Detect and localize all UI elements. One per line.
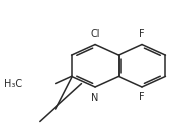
Text: N: N <box>91 93 99 103</box>
Text: Cl: Cl <box>90 29 100 39</box>
Text: F: F <box>139 92 145 102</box>
Text: F: F <box>139 29 145 39</box>
Text: H₃C: H₃C <box>4 79 22 89</box>
